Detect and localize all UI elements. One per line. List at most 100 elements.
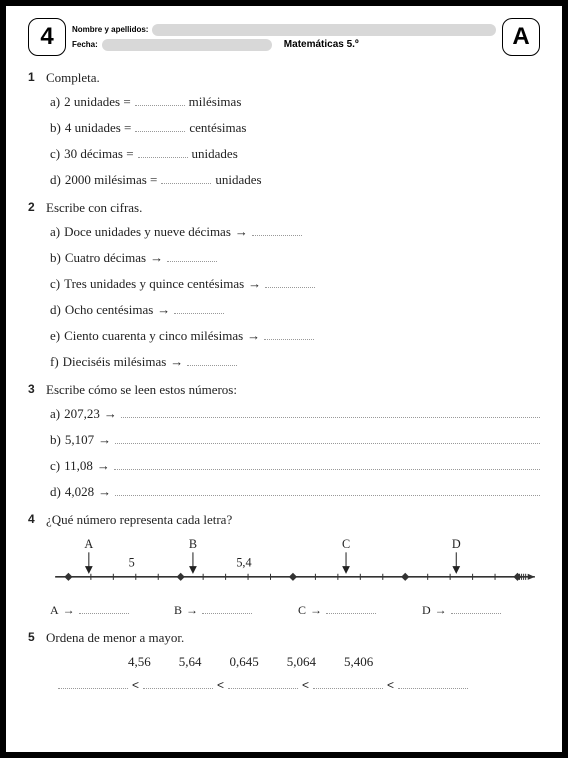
ex3-b-key: b)	[50, 432, 61, 448]
ex1-items: a)2 unidades =milésimas b)4 unidades =ce…	[28, 94, 540, 188]
blank[interactable]	[252, 225, 302, 236]
arrow-icon: →	[63, 603, 75, 617]
arrow-icon: →	[186, 603, 198, 617]
ex2-items: a)Doce unidades y nueve décimas→ b)Cuatr…	[28, 224, 540, 370]
svg-text:5,4: 5,4	[236, 556, 251, 570]
ex1-c-key: c)	[50, 146, 60, 162]
header-fields: Nombre y apellidos: Fecha: Matemáticas 5…	[72, 24, 496, 51]
ex5-title: Ordena de menor a mayor.	[46, 630, 184, 646]
exercise-5: 5 Ordena de menor a mayor. 4,56 5,64 0,6…	[28, 630, 540, 692]
ex3-c-text: 11,08	[64, 458, 93, 474]
arrow-icon: →	[235, 224, 248, 239]
svg-text:5: 5	[129, 556, 135, 570]
blank[interactable]	[138, 147, 188, 158]
ex5-numbers: 4,56 5,64 0,645 5,064 5,406	[28, 654, 540, 670]
arrow-icon: →	[310, 603, 322, 617]
ex2-d-key: d)	[50, 302, 61, 318]
date-field[interactable]	[102, 39, 272, 51]
ex2-d-text: Ocho centésimas	[65, 302, 153, 318]
ex2-c-key: c)	[50, 276, 60, 292]
header: 4 Nombre y apellidos: Fecha: Matemáticas…	[28, 18, 540, 56]
ex3-items: a)207,23→ b)5,107→ c)11,08→ d)4,028→	[28, 406, 540, 500]
blank[interactable]	[187, 355, 237, 366]
arrow-icon: →	[157, 302, 170, 317]
blank[interactable]	[143, 678, 213, 689]
name-label: Nombre y apellidos:	[72, 25, 148, 34]
ex3-a-key: a)	[50, 406, 60, 422]
blank[interactable]	[174, 303, 224, 314]
ex3-b-text: 5,107	[65, 432, 94, 448]
subject-label: Matemáticas 5.º	[284, 39, 359, 50]
ex5-n3: 5,064	[287, 654, 316, 670]
arrow-icon: →	[170, 354, 183, 369]
badge-left: 4	[28, 18, 66, 56]
blank[interactable]	[79, 603, 129, 614]
exercise-1: 1 Completa. a)2 unidades =milésimas b)4 …	[28, 70, 540, 188]
ex1-a-pre: 2 unidades =	[64, 94, 131, 110]
blank[interactable]	[115, 433, 540, 444]
ex3-a-text: 207,23	[64, 406, 100, 422]
ex1-c-post: unidades	[192, 146, 238, 162]
arrow-icon: →	[98, 432, 111, 447]
ex4-answers: A→ B→ C→ D→	[28, 603, 540, 618]
ex1-a-key: a)	[50, 94, 60, 110]
date-label: Fecha:	[72, 40, 98, 49]
blank[interactable]	[202, 603, 252, 614]
badge-right: A	[502, 18, 540, 56]
ex2-a-text: Doce unidades y nueve décimas	[64, 224, 231, 240]
ex3-title: Escribe cómo se leen estos números:	[46, 382, 237, 398]
blank[interactable]	[326, 603, 376, 614]
ex1-title: Completa.	[46, 70, 100, 86]
ex2-a-key: a)	[50, 224, 60, 240]
blank[interactable]	[114, 459, 540, 470]
blank[interactable]	[161, 173, 211, 184]
blank[interactable]	[135, 121, 185, 132]
svg-text:A: A	[84, 537, 93, 551]
worksheet-page: 4 Nombre y apellidos: Fecha: Matemáticas…	[6, 6, 562, 752]
less-than-icon: <	[302, 678, 309, 692]
ex1-d-key: d)	[50, 172, 61, 188]
svg-text:C: C	[342, 537, 350, 551]
ex5-n1: 5,64	[179, 654, 202, 670]
ex5-n4: 5,406	[344, 654, 373, 670]
blank[interactable]	[135, 95, 185, 106]
ex4-num: 4	[28, 512, 38, 528]
blank[interactable]	[121, 407, 540, 418]
ex4-ans-b: B	[174, 603, 182, 618]
blank[interactable]	[398, 678, 468, 689]
arrow-icon: →	[435, 603, 447, 617]
ex5-num: 5	[28, 630, 38, 646]
blank[interactable]	[228, 678, 298, 689]
ex2-f-text: Dieciséis milésimas	[63, 354, 167, 370]
ex2-f-key: f)	[50, 354, 59, 370]
ex4-ans-a: A	[50, 603, 59, 618]
blank[interactable]	[265, 277, 315, 288]
ex5-order-row: < < < <	[28, 678, 540, 692]
exercise-4: 4 ¿Qué número representa cada letra? A B C…	[28, 512, 540, 618]
ex4-title: ¿Qué número representa cada letra?	[46, 512, 232, 528]
svg-text:D: D	[452, 537, 461, 551]
blank[interactable]	[313, 678, 383, 689]
ex2-b-key: b)	[50, 250, 61, 266]
arrow-icon: →	[150, 250, 163, 265]
ex2-title: Escribe con cifras.	[46, 200, 142, 216]
blank[interactable]	[58, 678, 128, 689]
ex5-n2: 0,645	[230, 654, 259, 670]
ex2-num: 2	[28, 200, 38, 216]
ex3-d-key: d)	[50, 484, 61, 500]
number-line-wrap: A B C D 5 5,4	[28, 536, 540, 591]
ex3-num: 3	[28, 382, 38, 398]
arrow-icon: →	[98, 484, 111, 499]
name-field[interactable]	[152, 24, 496, 36]
blank[interactable]	[167, 251, 217, 262]
ex1-b-post: centésimas	[189, 120, 246, 136]
blank[interactable]	[451, 603, 501, 614]
blank[interactable]	[115, 485, 540, 496]
ex5-n0: 4,56	[128, 654, 151, 670]
blank[interactable]	[264, 329, 314, 340]
ex2-c-text: Tres unidades y quince centésimas	[64, 276, 244, 292]
ex1-d-pre: 2000 milésimas =	[65, 172, 158, 188]
svg-text:B: B	[189, 537, 197, 551]
exercise-2: 2 Escribe con cifras. a)Doce unidades y …	[28, 200, 540, 370]
ex2-e-text: Ciento cuarenta y cinco milésimas	[64, 328, 243, 344]
